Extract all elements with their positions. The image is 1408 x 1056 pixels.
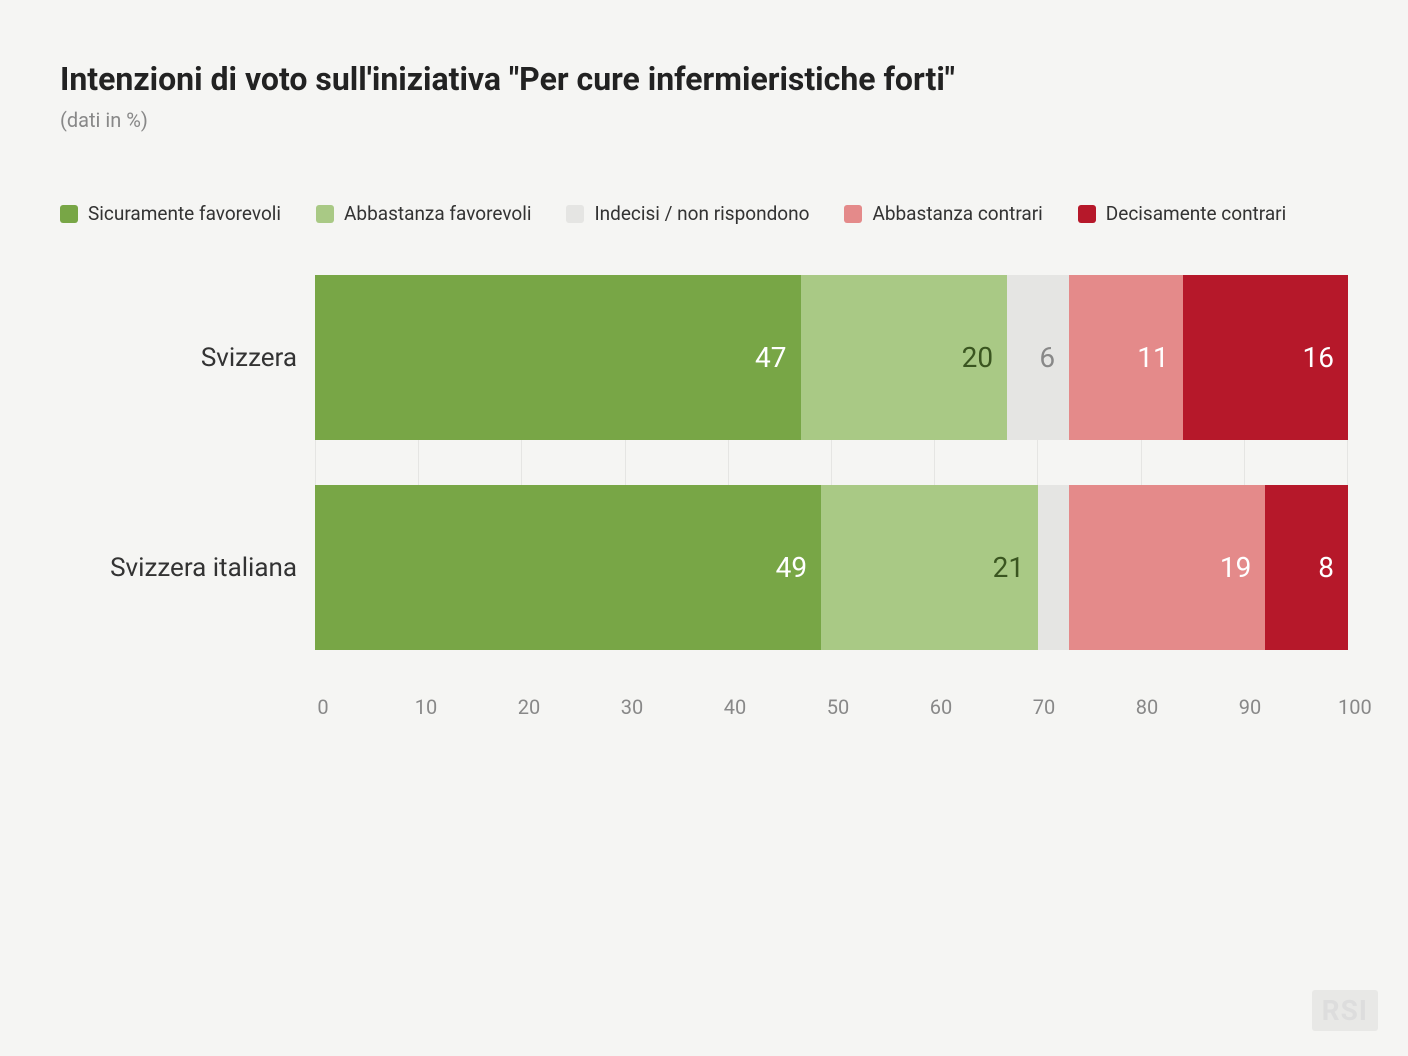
- legend-swatch: [1078, 205, 1096, 223]
- legend-label: Abbastanza contrari: [872, 202, 1042, 225]
- bar-segment: [1038, 485, 1069, 650]
- legend-label: Sicuramente favorevoli: [88, 202, 281, 225]
- bar-segment: 19: [1069, 485, 1265, 650]
- x-tick: 20: [514, 695, 544, 719]
- x-tick: 30: [617, 695, 647, 719]
- x-tick: 50: [823, 695, 853, 719]
- legend-item: Decisamente contrari: [1078, 202, 1286, 225]
- legend-label: Indecisi / non rispondono: [594, 202, 809, 225]
- bar-segment: 6: [1007, 275, 1069, 440]
- y-axis-labels: Svizzera Svizzera italiana: [60, 275, 315, 719]
- x-tick: 70: [1029, 695, 1059, 719]
- legend-swatch: [566, 205, 584, 223]
- category-label: Svizzera italiana: [60, 485, 297, 650]
- x-tick: 40: [720, 695, 750, 719]
- legend-label: Decisamente contrari: [1106, 202, 1286, 225]
- category-label: Svizzera: [60, 275, 297, 440]
- chart-title: Intenzioni di voto sull'iniziativa "Per …: [60, 60, 1348, 98]
- x-tick: 80: [1132, 695, 1162, 719]
- x-tick: 0: [308, 695, 338, 719]
- legend-item: Abbastanza contrari: [844, 202, 1042, 225]
- legend-label: Abbastanza favorevoli: [344, 202, 531, 225]
- legend-swatch: [60, 205, 78, 223]
- legend-swatch: [316, 205, 334, 223]
- bar-segment: 11: [1069, 275, 1183, 440]
- bar-row: 472061116: [315, 275, 1348, 440]
- x-axis: 0102030405060708090100: [315, 695, 1348, 719]
- chart-area: SvizzeraSvizzera italiana 47206111649211…: [60, 275, 1348, 719]
- legend-item: Abbastanza favorevoli: [316, 202, 531, 225]
- legend-item: Indecisi / non rispondono: [566, 202, 809, 225]
- bar-row: 4921198: [315, 485, 1348, 650]
- legend-item: Sicuramente favorevoli: [60, 202, 281, 225]
- x-tick: 100: [1338, 695, 1368, 719]
- legend-swatch: [844, 205, 862, 223]
- bars: 472061116 4921198: [315, 275, 1348, 650]
- bars-container: 4720611164921198 0102030405060708090100: [315, 275, 1348, 719]
- bar-segment: 49: [315, 485, 821, 650]
- bar-segment: 20: [801, 275, 1008, 440]
- bar-segment: 16: [1183, 275, 1348, 440]
- chart-subtitle: (dati in %): [60, 108, 1348, 132]
- x-tick: 60: [926, 695, 956, 719]
- legend: Sicuramente favorevoli Abbastanza favorev…: [60, 202, 1348, 225]
- x-tick: 90: [1235, 695, 1265, 719]
- x-tick: 10: [411, 695, 441, 719]
- bar-segment: 8: [1265, 485, 1348, 650]
- bar-segment: 47: [315, 275, 801, 440]
- bar-segment: 21: [821, 485, 1038, 650]
- watermark-logo: RSI: [1312, 990, 1378, 1031]
